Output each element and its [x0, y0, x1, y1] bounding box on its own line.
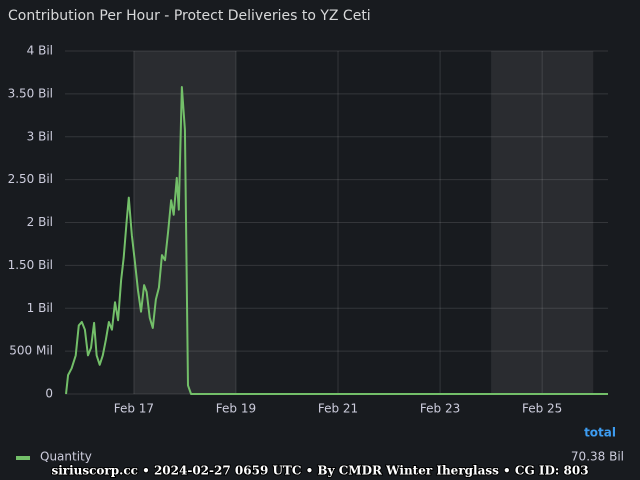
y-tick-label: 0: [45, 387, 53, 401]
legend-label[interactable]: Quantity: [40, 450, 92, 464]
y-tick-label: 1.50 Bil: [8, 258, 53, 272]
y-tick-label: 3.50 Bil: [8, 86, 53, 100]
y-tick-label: 2 Bil: [27, 215, 53, 229]
x-tick-label: Feb 21: [318, 402, 358, 416]
chart-title: Contribution Per Hour - Protect Deliveri…: [8, 8, 371, 24]
footer: siriuscorp.cc • 2024-02-27 0659 UTC • By…: [51, 464, 588, 478]
x-tick-label: Feb 25: [522, 402, 562, 416]
shaded-band: [133, 51, 236, 394]
legend-header[interactable]: total: [584, 426, 616, 440]
x-tick-label: Feb 23: [420, 402, 460, 416]
shaded-band: [491, 51, 594, 394]
x-tick-label: Feb 17: [114, 402, 154, 416]
data-line: [65, 86, 608, 395]
y-tick-label: 3 Bil: [27, 129, 53, 143]
y-tick-label: 500 Mil: [9, 344, 53, 358]
y-tick-label: 1 Bil: [27, 301, 53, 315]
y-tick-label: 4 Bil: [27, 44, 53, 58]
x-tick-label: Feb 19: [216, 402, 256, 416]
y-tick-label: 2.50 Bil: [8, 172, 53, 186]
legend-total: 70.38 Bil: [571, 450, 624, 464]
